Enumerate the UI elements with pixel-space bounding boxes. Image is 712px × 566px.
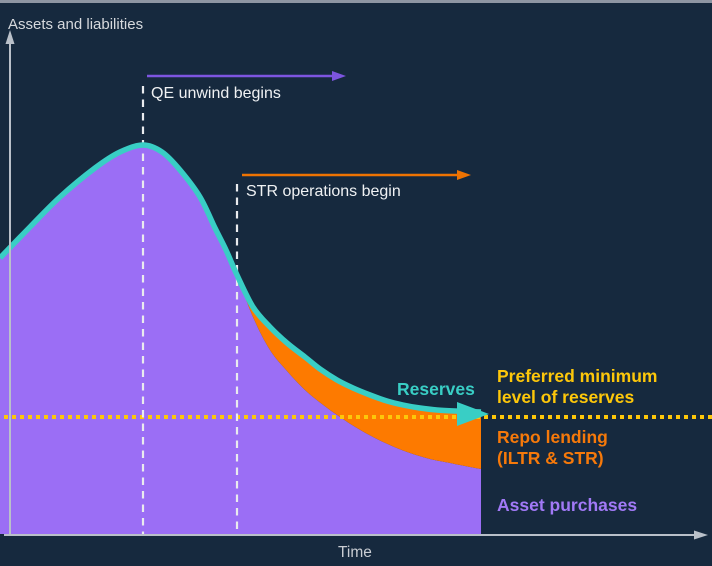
- repo-lending-label-line1: Repo lending: [497, 427, 608, 447]
- preferred-minimum-label-line2: level of reserves: [497, 387, 635, 407]
- qe-arrow-head-icon: [332, 71, 346, 81]
- x-axis-arrowhead-icon: [694, 530, 708, 540]
- repo-lending-label: Repo lending (ILTR & STR): [497, 427, 608, 469]
- str-operations-label: STR operations begin: [246, 183, 401, 200]
- str-arrow-head-icon: [457, 170, 471, 180]
- asset-purchases-label: Asset purchases: [497, 495, 638, 515]
- top-border-bar: [0, 0, 712, 3]
- y-axis-label: Assets and liabilities: [8, 16, 144, 33]
- reserves-arrowhead-icon: [457, 402, 489, 426]
- reserves-line: [0, 142, 482, 415]
- repo-lending-label-line2: (ILTR & STR): [497, 448, 604, 468]
- repo-lending-area: [237, 275, 481, 469]
- preferred-minimum-label: Preferred minimum level of reserves: [497, 366, 657, 408]
- x-axis-label: Time: [338, 544, 372, 561]
- y-axis-arrowhead-icon: [5, 30, 15, 44]
- asset-purchases-area: [0, 145, 481, 534]
- reserves-label: Reserves: [397, 379, 475, 399]
- qe-unwind-label: QE unwind begins: [151, 85, 281, 102]
- preferred-minimum-label-line1: Preferred minimum: [497, 366, 658, 386]
